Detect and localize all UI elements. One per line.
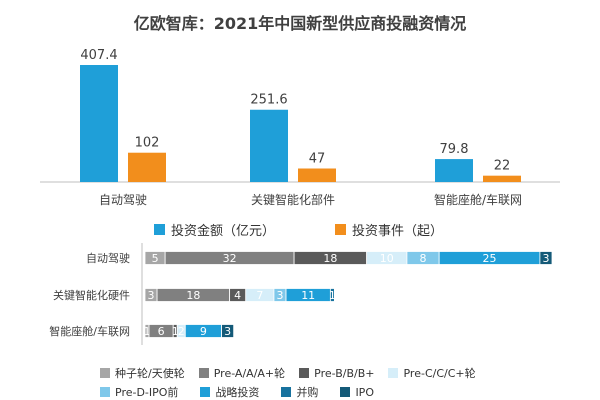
bar-value-label: 407.4 [80, 48, 117, 63]
row-label: 自动驾驶 [86, 251, 130, 265]
segment-item-2 [329, 288, 335, 302]
segment-value-label: 4 [234, 289, 241, 302]
legend-item-item: 种子轮/天使轮 [100, 365, 185, 381]
legend-label: 并购 [296, 386, 319, 399]
stage-legend-row-1: 种子轮/天使轮 Pre-A/A/A+轮 Pre-B/B/B+ Pre-C/C/C+轮 [100, 365, 490, 381]
chart-title: 亿欧智库：2021年中国新型供应商投融资情况 [133, 14, 467, 33]
legend-label: Pre-D-IPO前 [115, 386, 179, 399]
x-tick-label: 智能座舱/车联网 [434, 192, 522, 207]
segment-value-label: 6 [158, 325, 165, 338]
legend-label: Pre-B/B/B+ [314, 366, 375, 380]
legend-label-events: 投资事件（起） [352, 224, 444, 239]
legend-item-pre-c-c-c: Pre-C/C/C+轮 [388, 365, 476, 381]
segment-value-label: 7 [256, 289, 263, 302]
row-label: 智能座舱/车联网 [49, 324, 130, 338]
segment-value-label: 18 [186, 289, 200, 302]
legend-swatch [281, 387, 292, 397]
segment-value-label: 9 [200, 325, 207, 338]
x-tick-label: 关键智能化部件 [251, 192, 335, 207]
row-label: 关键智能化硬件 [53, 288, 130, 302]
legend-item-pre-d-ipo: Pre-D-IPO前 [100, 384, 178, 400]
bar-amount-3 [435, 159, 473, 182]
segment-value-label: 1 [144, 325, 151, 338]
legend-label: Pre-A/A/A+轮 [213, 367, 286, 380]
segment-value-label: 1 [172, 325, 179, 338]
segment-value-label: 8 [420, 252, 427, 265]
bar-events-2 [298, 168, 336, 182]
bar-amount-1 [80, 65, 118, 182]
segment-value-label: 2 [178, 325, 185, 338]
legend-item-item: 战略投资 [200, 384, 259, 400]
segment-ipo-1 [539, 251, 553, 265]
legend-item-pre-a-a-a: Pre-A/A/A+轮 [198, 365, 286, 381]
bar-value-label: 102 [135, 136, 160, 151]
bar-events-1 [128, 152, 166, 182]
legend-label: IPO [355, 385, 374, 399]
legend-label: 种子轮/天使轮 [115, 367, 185, 380]
bar-amount-2 [250, 109, 288, 182]
bar-value-label: 79.8 [440, 142, 469, 157]
legend-swatch [299, 368, 310, 378]
legend-item-events: 投资事件（起） [335, 220, 443, 239]
segment-value-label: 1 [329, 289, 336, 302]
segment-value-label: 32 [223, 252, 237, 265]
legend-item-item: 并购 [281, 384, 318, 400]
bar-value-label: 22 [494, 159, 511, 174]
legend-swatch-events [335, 224, 347, 235]
legend-swatch [100, 368, 110, 378]
segment-value-label: 18 [323, 252, 337, 265]
legend-swatch [100, 387, 110, 397]
legend-swatch [200, 387, 211, 397]
segment-value-label: 3 [276, 289, 283, 302]
legend-swatch [340, 387, 351, 397]
top-chart-legend: 投资金额（亿元） 投资事件（起） [154, 220, 503, 239]
segment-value-label: 25 [483, 252, 497, 265]
x-tick-label: 自动驾驶 [99, 192, 147, 207]
bar-value-label: 251.6 [250, 93, 287, 108]
legend-label: Pre-C/C/C+轮 [403, 367, 476, 380]
stage-legend-row-2: Pre-D-IPO前 战略投资 并购 IPO [100, 384, 396, 400]
segment-value-label: 10 [380, 252, 394, 265]
investment-bar-chart: 407.4 102 自动驾驶 251.6 47 关键智能化部件 79.8 22 智能座舱/车联网 [40, 48, 560, 207]
segment-ipo-3 [221, 324, 235, 338]
legend-swatch [388, 368, 399, 378]
bar-value-label: 47 [309, 152, 326, 167]
legend-label: 战略投资 [215, 386, 260, 399]
segment-value-label: 11 [301, 289, 315, 302]
segment-value-label: 3 [542, 252, 549, 265]
legend-item-amount: 投资金额（亿元） [154, 220, 275, 239]
segment-value-label: 5 [152, 252, 159, 265]
legend-item-ipo: IPO [340, 386, 374, 399]
segment-value-label: 3 [224, 325, 231, 338]
legend-swatch-amount [154, 224, 165, 235]
legend-swatch [198, 368, 209, 378]
bar-events-3 [483, 175, 521, 182]
segment-value-label: 3 [148, 289, 155, 302]
legend-item-pre-b-b-b: Pre-B/B/B+ [299, 367, 374, 380]
legend-label-amount: 投资金额（亿元） [171, 224, 276, 239]
